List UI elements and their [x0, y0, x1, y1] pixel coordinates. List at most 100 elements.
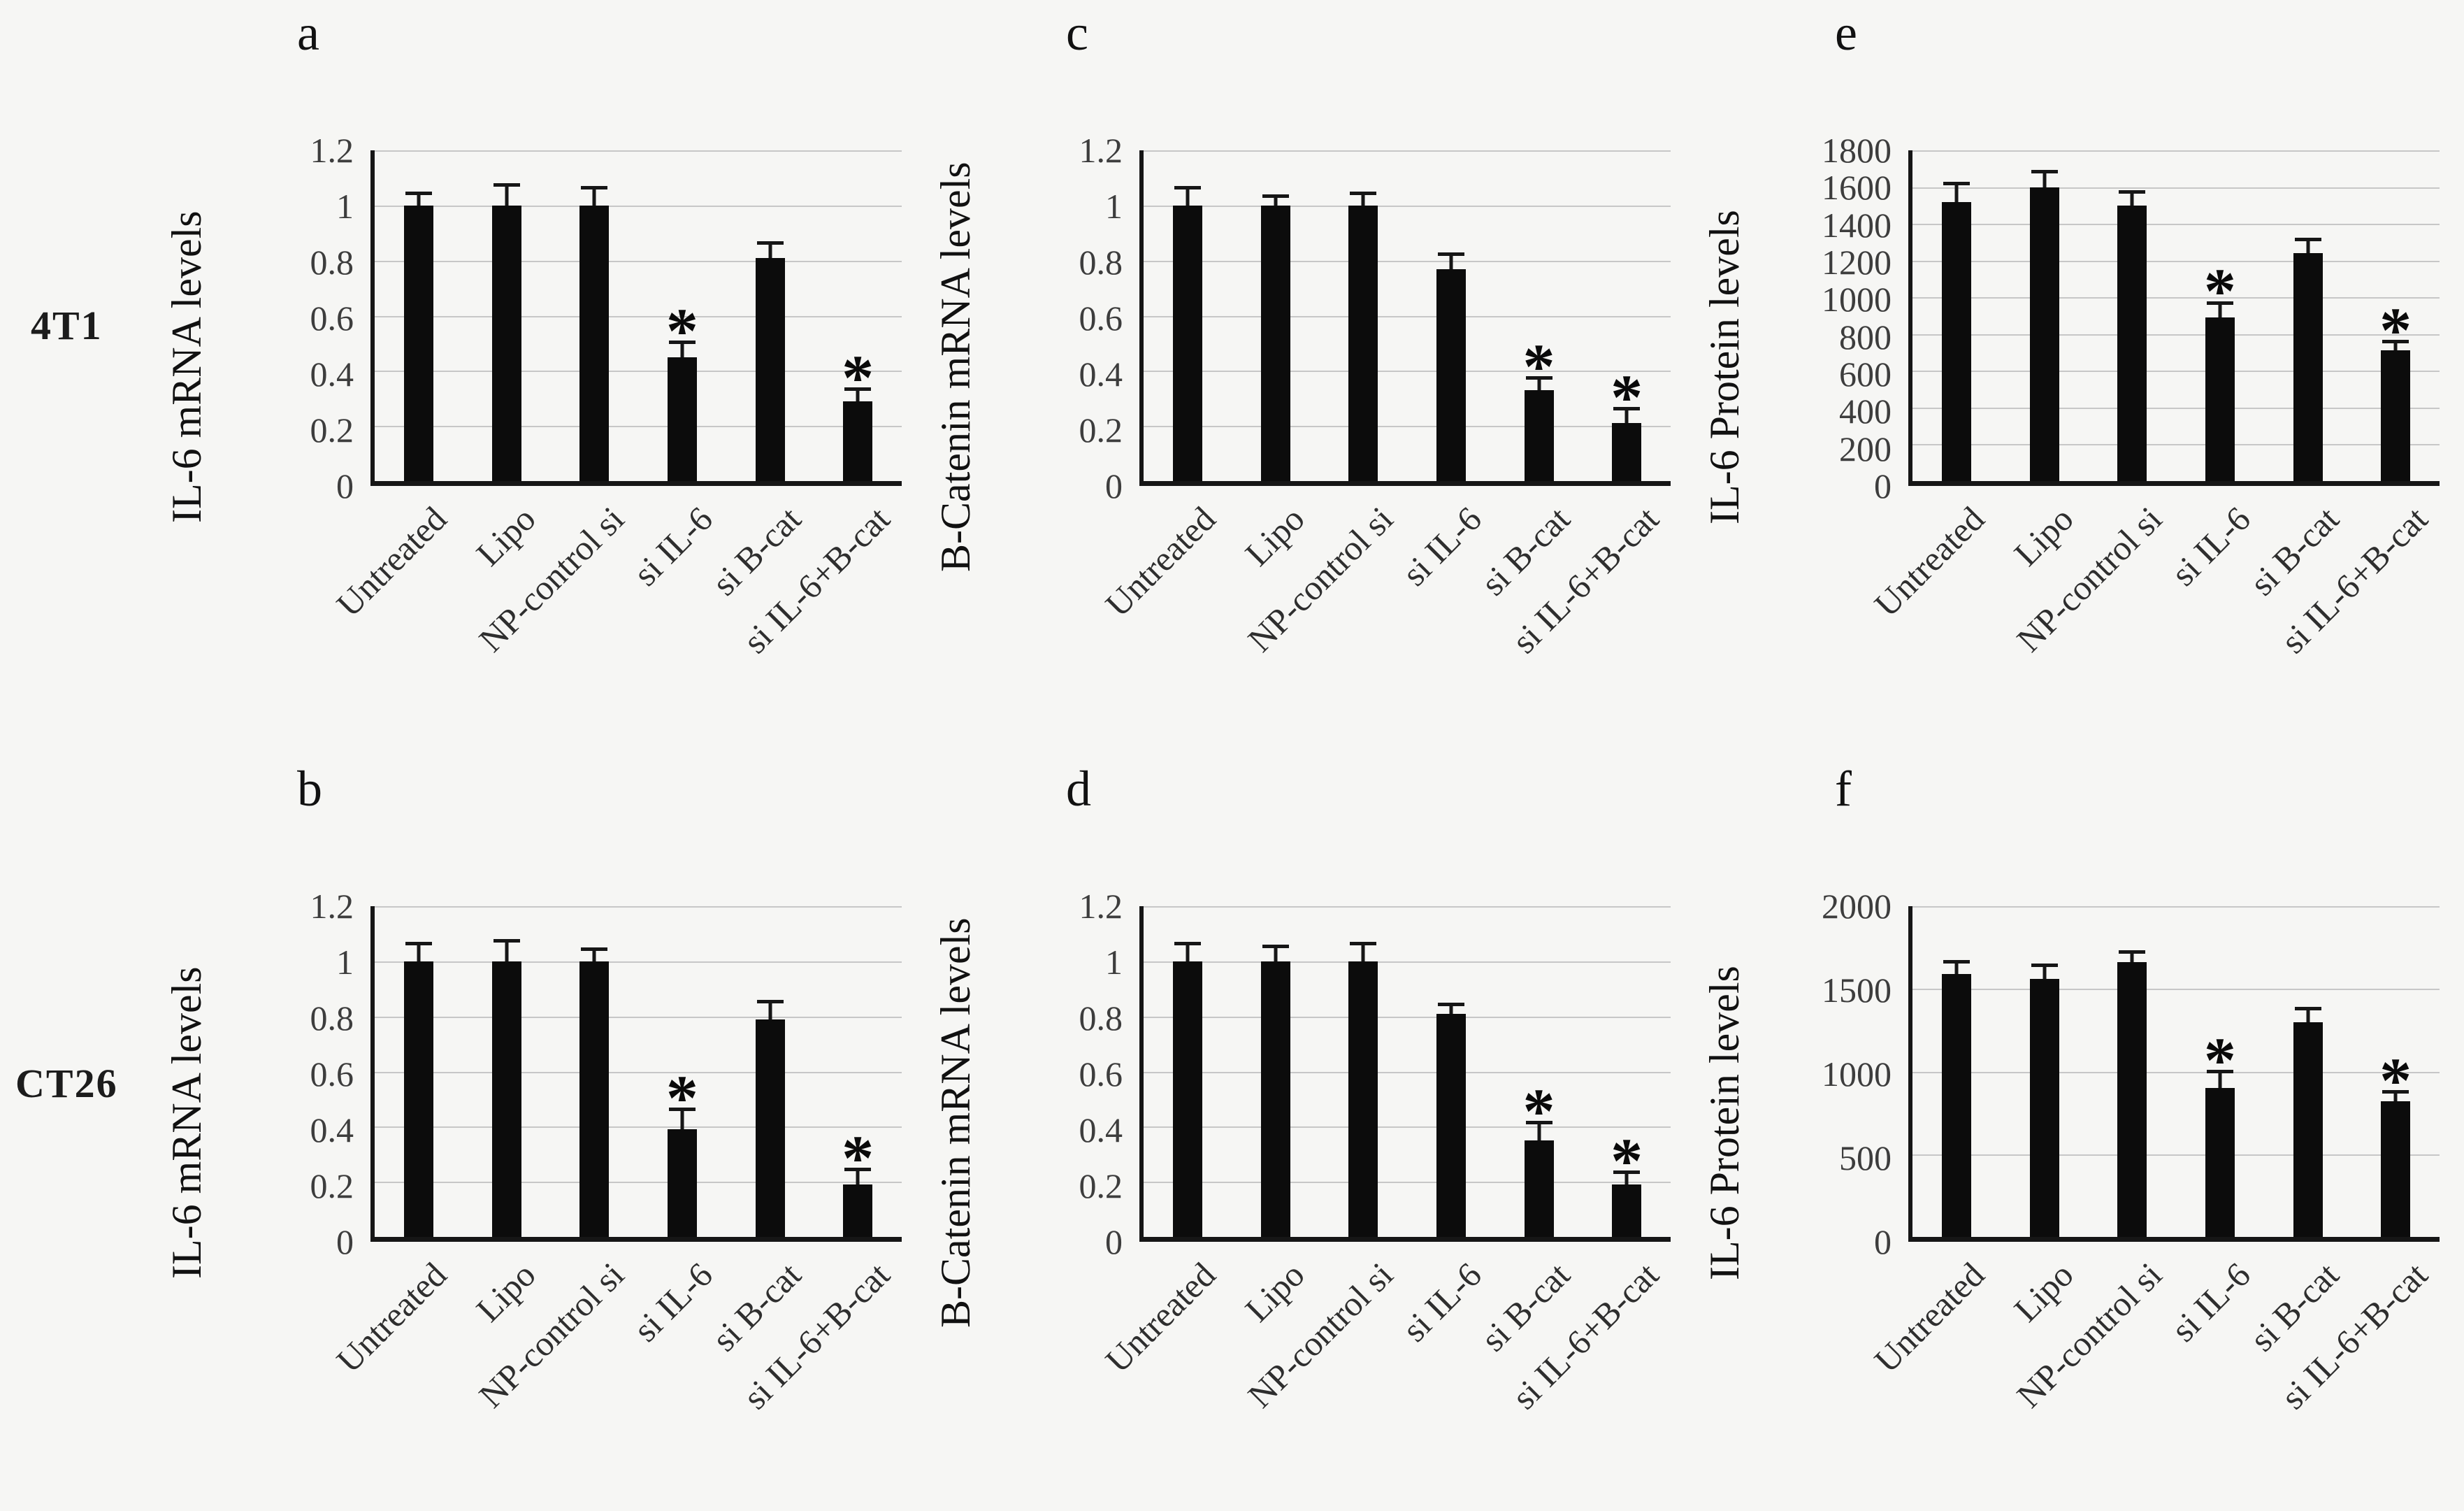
error-bar-cap: [581, 947, 608, 952]
x-tick-label-d-si-il-6: si IL-6: [1394, 1254, 1489, 1349]
error-bar-stem: [417, 192, 421, 206]
row-label-ct26: CT26: [15, 1061, 118, 1106]
error-bar-f-si-b-cat: [2293, 1007, 2323, 1022]
gridline-y-0.4: [375, 371, 902, 373]
significance-asterisk-d-si-il-6-b-cat: *: [1611, 1125, 1643, 1197]
error-bar-stem: [2306, 237, 2310, 254]
y-tick-label-a-1.2: 1.2: [310, 131, 354, 170]
panel-a: a IL-6 mRNA levels * * 0 0.2 0.4 0.6 0.8 1 1.2 Untr…: [133, 0, 926, 755]
y-tick-label-e-0: 0: [1874, 466, 1892, 506]
gridline-y-1500: [1912, 989, 2440, 991]
error-bar-cap: [1943, 181, 1970, 185]
plot-area-d: * *: [1139, 906, 1671, 1242]
error-bar-stem: [1361, 942, 1365, 961]
error-bar-c-untreated: [1173, 186, 1202, 206]
bar-a-lipo: [491, 205, 521, 481]
y-tick-label-c-1.2: 1.2: [1079, 131, 1123, 170]
y-tick-label-b-0.8: 0.8: [310, 998, 354, 1038]
error-bar-stem: [1186, 186, 1190, 206]
error-bar-e-si-il-6: [2205, 301, 2235, 318]
error-bar-c-si-b-cat: [1525, 376, 1554, 390]
error-bar-stem: [1449, 1002, 1453, 1014]
gridline-y-500: [1912, 1154, 2440, 1156]
bar-c-lipo: [1260, 205, 1290, 481]
y-tick-label-d-0.6: 0.6: [1079, 1054, 1123, 1094]
error-bar-f-untreated: [1942, 959, 1971, 974]
significance-asterisk-e-si-il-6: *: [2203, 255, 2236, 327]
error-bar-cap: [1262, 945, 1289, 949]
error-bar-stem: [2393, 1089, 2398, 1102]
error-bar-cap: [844, 387, 872, 391]
error-bar-cap: [668, 340, 696, 344]
error-bar-stem: [1624, 1170, 1629, 1185]
error-bar-cap: [1525, 1121, 1552, 1125]
bar-a-si-il-6-b-cat: [843, 401, 873, 481]
bar-d-np-control-si: [1348, 961, 1378, 1237]
error-bar-stem: [2218, 301, 2222, 318]
error-bar-d-si-il-6: [1436, 1002, 1466, 1014]
x-tick-label-f-si-il-6: si IL-6: [2163, 1254, 2258, 1349]
significance-asterisk-f-si-il-6-b-cat: *: [2379, 1044, 2412, 1116]
y-tick-label-a-0.6: 0.6: [310, 299, 354, 338]
gridline-y-0.8: [1144, 260, 1671, 262]
y-tick-label-d-1.2: 1.2: [1079, 887, 1123, 926]
bar-e-untreated: [1941, 201, 1971, 481]
error-bar-cap: [2382, 1089, 2409, 1094]
error-bar-stem: [1361, 192, 1365, 206]
bar-e-si-b-cat: [2293, 253, 2323, 481]
error-bar-cap: [2206, 301, 2233, 305]
significance-asterisk-f-si-il-6: *: [2203, 1024, 2236, 1096]
x-tick-label-e-untreated: Untreated: [1866, 499, 1992, 624]
plot-area-a: * *: [370, 150, 902, 486]
error-bar-stem: [1624, 406, 1629, 424]
gridline-y-0.4: [375, 1126, 902, 1129]
error-bar-cap: [2294, 1007, 2321, 1011]
gridline-y-1.2: [1144, 150, 1671, 152]
y-tick-label-f-500: 500: [1839, 1138, 1892, 1177]
error-bar-stem: [1274, 194, 1277, 206]
gridline-y-2000: [1912, 906, 2440, 908]
bar-d-si-il-6: [1436, 1013, 1466, 1237]
y-tick-label-a-0.2: 0.2: [310, 410, 354, 450]
error-bar-cap: [493, 183, 520, 187]
error-bar-cap: [405, 942, 432, 946]
bar-f-np-control-si: [2117, 962, 2147, 1237]
x-tick-label-b-lipo: Lipo: [468, 1254, 543, 1330]
gridline-y-0.2: [1144, 1182, 1671, 1184]
significance-asterisk-c-si-il-6-b-cat: *: [1611, 361, 1643, 433]
gridline-y-1000: [1912, 297, 2440, 299]
gridline-y-1.2: [375, 906, 902, 908]
error-bar-f-np-control-si: [2117, 950, 2147, 963]
bar-b-untreated: [403, 961, 433, 1237]
error-bar-stem: [505, 183, 508, 206]
bar-d-si-il-6-b-cat: [1612, 1184, 1642, 1237]
y-tick-label-b-0: 0: [336, 1222, 354, 1261]
panel-f: f IL-6 Protein levels * * 0 500 1000 1500 2000 Un…: [1671, 756, 2464, 1511]
bar-f-untreated: [1941, 973, 1971, 1237]
error-bar-f-lipo: [2030, 963, 2059, 980]
error-bar-cap: [1437, 252, 1464, 256]
error-bar-cap: [756, 1000, 784, 1004]
error-bar-stem: [1186, 942, 1190, 961]
row-label-4t1: 4T1: [31, 303, 103, 348]
error-bar-cap: [1437, 1002, 1464, 1006]
significance-asterisk-b-si-il-6: *: [665, 1061, 698, 1133]
error-bar-stem: [1954, 959, 1959, 974]
bar-b-si-il-6: [667, 1129, 697, 1237]
error-bar-stem: [592, 947, 596, 961]
bar-d-untreated: [1172, 961, 1202, 1237]
error-bar-e-si-b-cat: [2293, 237, 2323, 254]
y-tick-label-a-0: 0: [336, 466, 354, 506]
error-bar-stem: [2130, 189, 2134, 206]
y-tick-label-e-1400: 1400: [1822, 205, 1892, 245]
error-bar-stem: [2042, 169, 2046, 187]
error-bar-stem: [417, 942, 421, 961]
x-tick-label-f-lipo: Lipo: [2005, 1254, 2081, 1330]
x-tick-label-c-untreated: Untreated: [1097, 499, 1223, 624]
bar-a-si-b-cat: [755, 257, 785, 481]
error-bar-d-np-control-si: [1348, 942, 1378, 961]
y-tick-label-c-0.2: 0.2: [1079, 410, 1123, 450]
y-tick-label-e-800: 800: [1839, 317, 1892, 357]
error-bar-stem: [1449, 252, 1453, 269]
error-bar-e-untreated: [1942, 181, 1971, 202]
